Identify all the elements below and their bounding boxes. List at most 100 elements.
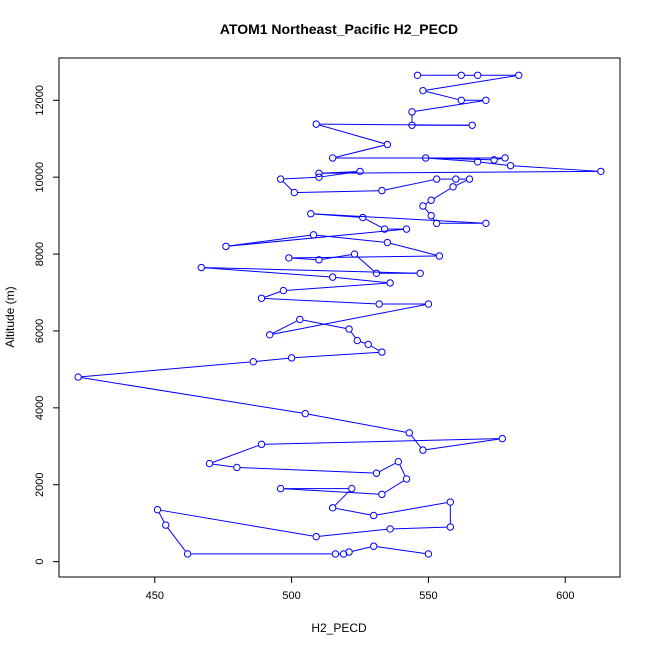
series-segment	[365, 218, 382, 228]
data-point	[419, 446, 427, 454]
data-point	[386, 525, 394, 533]
series-segment	[426, 91, 459, 100]
data-point	[328, 154, 337, 162]
data-point	[378, 490, 386, 499]
series-segment	[371, 345, 380, 351]
data-point	[408, 121, 416, 129]
data-point	[345, 325, 353, 333]
plot-area	[74, 71, 605, 558]
series-segment	[256, 357, 289, 362]
series-segment	[336, 276, 387, 284]
x-tick-label: 600	[556, 590, 574, 602]
x-axis-label: H2_PECD	[311, 621, 367, 635]
series-segment	[379, 462, 396, 473]
data-point	[183, 550, 192, 558]
data-point	[301, 409, 309, 418]
data-point	[457, 96, 465, 104]
series-segment	[160, 509, 313, 537]
series-segment	[322, 171, 357, 178]
data-point	[402, 225, 411, 233]
y-axis-label: Altitude (m)	[3, 286, 17, 347]
data-point	[328, 273, 337, 281]
data-point	[380, 225, 389, 233]
series-segment	[316, 234, 384, 243]
series-segment	[308, 413, 406, 433]
series-segment	[356, 256, 375, 272]
data-point	[257, 440, 266, 449]
series-segment	[264, 291, 281, 298]
data-point	[473, 71, 482, 80]
series-segment	[426, 438, 499, 451]
data-point	[482, 96, 490, 104]
series-segment	[229, 234, 311, 247]
data-point	[449, 183, 457, 191]
series-segment	[399, 464, 406, 477]
data-point	[435, 252, 444, 260]
y-tick-label: 10000	[34, 162, 46, 193]
series-segment	[334, 490, 350, 506]
data-point	[197, 263, 206, 272]
data-point	[402, 475, 411, 483]
data-point	[353, 336, 361, 345]
data-point	[424, 550, 433, 558]
series-segment	[390, 242, 437, 256]
series-segment	[426, 75, 516, 91]
data-point	[279, 286, 288, 295]
data-point	[233, 463, 241, 472]
data-point	[359, 213, 367, 222]
data-point	[370, 542, 378, 550]
series-segment	[297, 190, 379, 193]
data-point	[222, 242, 230, 251]
data-point	[473, 158, 482, 166]
series-segment	[425, 201, 429, 205]
series-segment	[497, 158, 502, 160]
series-segment	[377, 546, 426, 554]
data-point	[372, 469, 381, 477]
y-tick-label: 4000	[34, 396, 46, 420]
data-point	[348, 484, 356, 493]
data-point	[419, 202, 427, 210]
series-segment	[377, 502, 447, 516]
x-axis: 450 500 550 600	[146, 577, 574, 602]
series-segment	[322, 170, 598, 174]
data-point	[307, 210, 315, 218]
data-point	[506, 161, 515, 170]
series-segment	[314, 213, 483, 224]
data-point	[413, 71, 422, 80]
series-segment	[384, 480, 404, 493]
x-tick-label: 450	[146, 590, 164, 602]
series-segment	[352, 546, 371, 552]
series-segment	[229, 228, 404, 247]
x-tick-label: 500	[282, 590, 300, 602]
data-point	[364, 340, 372, 349]
data-point	[515, 71, 523, 80]
data-point	[276, 484, 285, 493]
data-point	[408, 108, 416, 116]
data-point	[394, 457, 403, 466]
data-point	[416, 269, 424, 277]
series-segment	[264, 297, 376, 305]
data-point	[457, 71, 465, 80]
data-point	[331, 550, 340, 558]
data-point	[383, 140, 392, 149]
data-point	[350, 250, 359, 258]
series-segment	[264, 438, 499, 445]
data-point	[465, 175, 474, 183]
y-tick-label: 0	[34, 559, 46, 565]
series-segment	[319, 528, 387, 537]
data-point	[312, 120, 320, 128]
data-point	[422, 154, 430, 162]
series-segment	[350, 331, 356, 339]
series-segment	[204, 267, 417, 274]
series-segment	[322, 254, 352, 260]
data-point	[257, 294, 266, 302]
series-segment	[81, 377, 302, 414]
data-point	[482, 219, 490, 228]
data-point	[356, 167, 364, 176]
data-point	[74, 373, 82, 381]
series-segment	[167, 527, 186, 552]
data-point	[468, 121, 476, 129]
series-segment	[292, 257, 316, 261]
series-segment	[303, 319, 346, 329]
data-point	[424, 300, 433, 308]
